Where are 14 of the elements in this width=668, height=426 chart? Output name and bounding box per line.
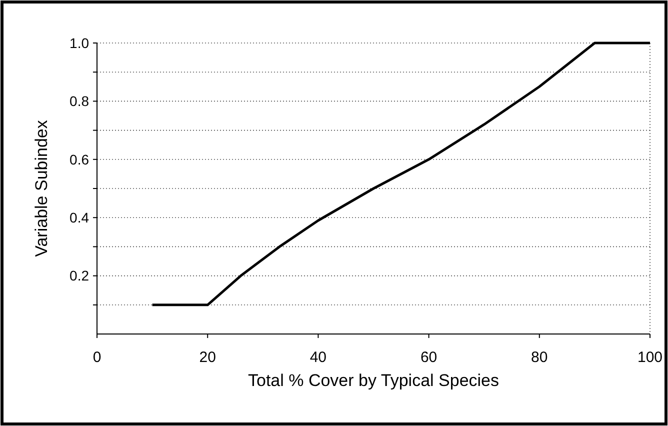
y-tick-label: 0.4: [70, 210, 90, 226]
x-tick-label: 60: [420, 349, 438, 366]
line-series: [151, 42, 652, 306]
y-axis-title: Variable Subindex: [32, 120, 51, 257]
y-tick-label: 0.6: [70, 151, 90, 168]
y-tick-label: 1.0: [70, 34, 90, 51]
x-tick-label: 20: [199, 349, 216, 366]
x-tick-label: 100: [637, 349, 663, 366]
x-tick-label: 80: [531, 349, 548, 366]
y-tick-label: 0.8: [70, 93, 90, 110]
x-tick-label: 40: [310, 349, 327, 366]
y-tick-label: 0.2: [70, 268, 90, 284]
x-axis-title: Total % Cover by Typical Species: [248, 371, 500, 390]
x-tick-label: 0: [92, 349, 102, 366]
